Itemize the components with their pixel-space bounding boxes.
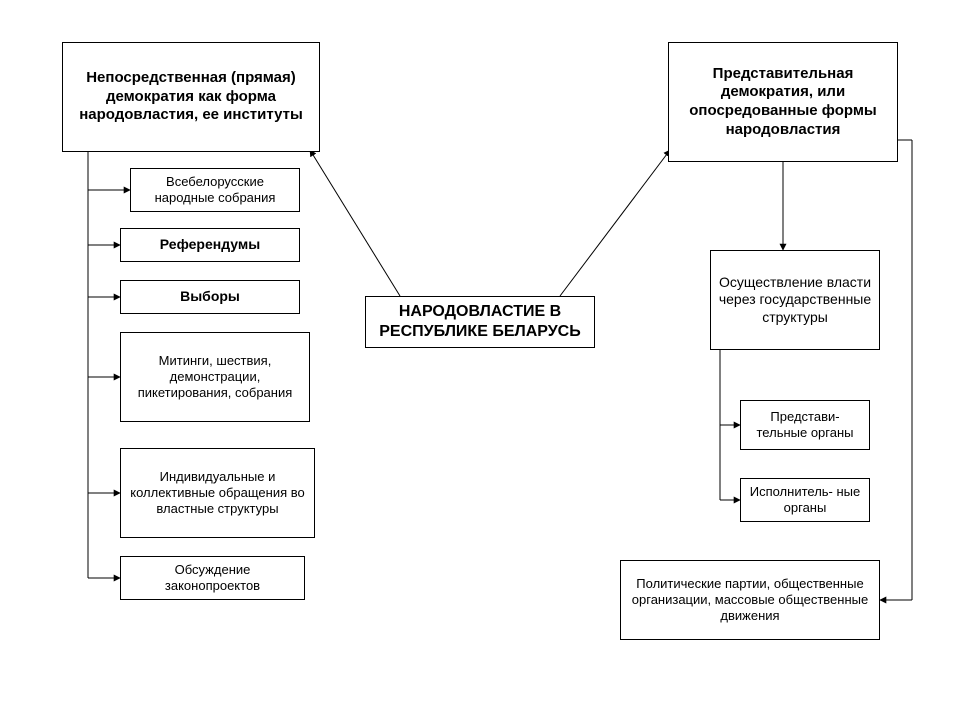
node-center-line2: РЕСПУБЛИКЕ БЕЛАРУСЬ <box>379 322 580 342</box>
node-r1a-text: Представи- тельные органы <box>747 409 863 442</box>
diagram-canvas: НАРОДОВЛАСТИЕ В РЕСПУБЛИКЕ БЕЛАРУСЬ Непо… <box>0 0 960 720</box>
node-r2-text: Политические партии, общественные органи… <box>627 576 873 625</box>
node-l1-text: Всебелорусские народные собрания <box>137 174 293 207</box>
node-l4: Митинги, шествия, демонстрации, пикетиро… <box>120 332 310 422</box>
node-r1b-text: Исполнитель- ные органы <box>747 484 863 517</box>
node-left-main: Непосредственная (прямая) демократия как… <box>62 42 320 152</box>
node-r1-text: Осуществление власти через государственн… <box>717 274 873 327</box>
node-l4-text: Митинги, шествия, демонстрации, пикетиро… <box>127 353 303 402</box>
node-right-main: Представительная демократия, или опосред… <box>668 42 898 162</box>
node-r2: Политические партии, общественные органи… <box>620 560 880 640</box>
node-l2: Референдумы <box>120 228 300 262</box>
node-l2-text: Референдумы <box>160 236 260 254</box>
node-center-line1: НАРОДОВЛАСТИЕ В <box>379 302 580 322</box>
node-l3: Выборы <box>120 280 300 314</box>
node-right-main-text: Представительная демократия, или опосред… <box>675 65 891 140</box>
node-center: НАРОДОВЛАСТИЕ В РЕСПУБЛИКЕ БЕЛАРУСЬ <box>365 296 595 348</box>
node-left-main-text: Непосредственная (прямая) демократия как… <box>69 69 313 125</box>
node-l5-text: Индивидуальные и коллективные обращения … <box>127 469 308 518</box>
node-r1a: Представи- тельные органы <box>740 400 870 450</box>
node-l1: Всебелорусские народные собрания <box>130 168 300 212</box>
node-l5: Индивидуальные и коллективные обращения … <box>120 448 315 538</box>
node-l6-text: Обсуждение законопроектов <box>127 562 298 595</box>
node-r1: Осуществление власти через государственн… <box>710 250 880 350</box>
node-l6: Обсуждение законопроектов <box>120 556 305 600</box>
node-l3-text: Выборы <box>180 288 240 306</box>
node-r1b: Исполнитель- ные органы <box>740 478 870 522</box>
